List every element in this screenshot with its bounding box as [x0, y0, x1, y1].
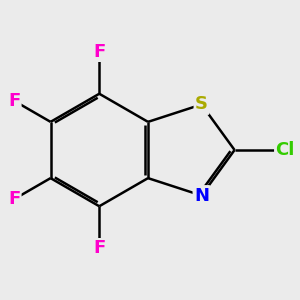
Text: S: S [195, 95, 208, 113]
Text: F: F [93, 239, 105, 257]
Text: F: F [8, 92, 20, 110]
Text: F: F [8, 190, 20, 208]
Text: F: F [93, 43, 105, 61]
Text: N: N [194, 187, 209, 205]
Text: Cl: Cl [275, 141, 295, 159]
